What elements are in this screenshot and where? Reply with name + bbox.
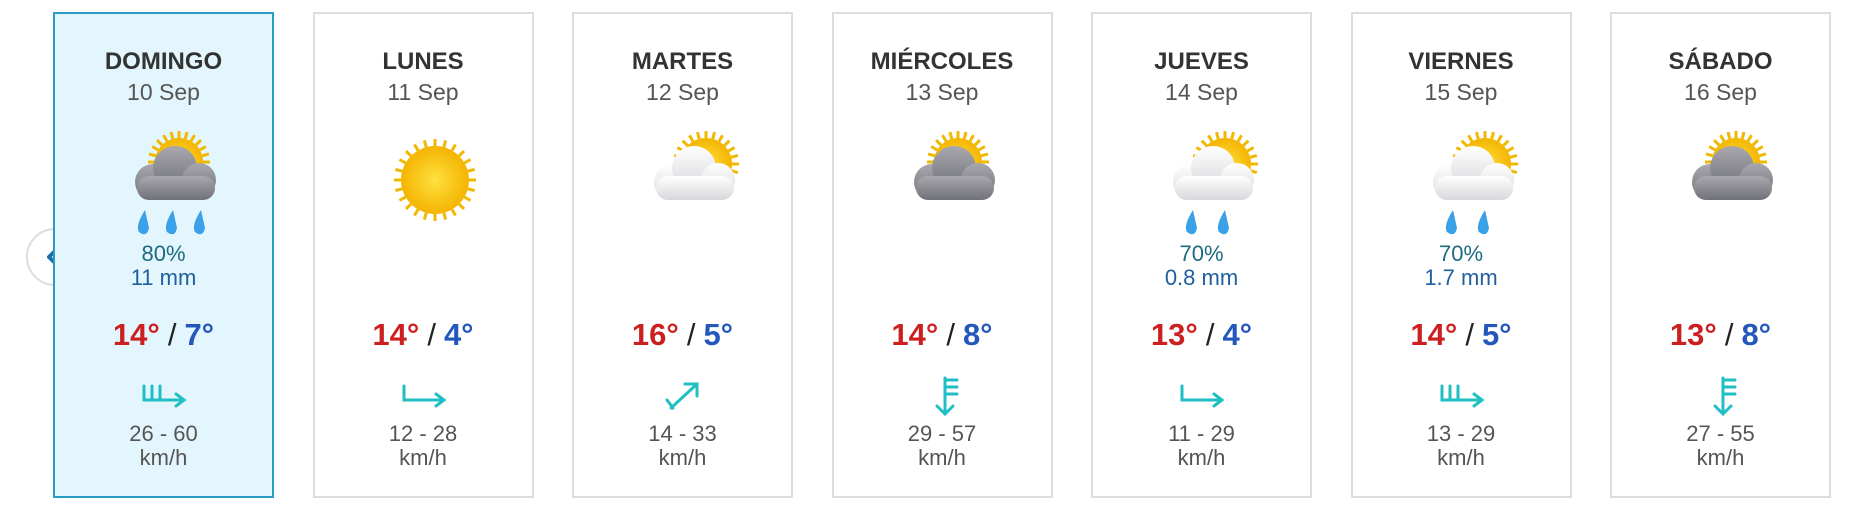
day-date: 16 Sep <box>1684 79 1757 105</box>
weather-icon <box>913 131 995 200</box>
wind-unit: km/h <box>658 445 707 470</box>
day-name: MIÉRCOLES <box>870 48 1014 75</box>
wind-icon <box>142 384 187 408</box>
day-date: 10 Sep <box>127 79 200 105</box>
wind-unit: km/h <box>1696 445 1745 470</box>
day-card[interactable]: LUNES 11 Sep 14°/4° 12 - 28 km/h <box>312 12 534 498</box>
temp-low: 8° <box>1741 317 1772 352</box>
temp-low: 4° <box>1222 317 1253 352</box>
wind-icon <box>935 376 958 417</box>
day-date: 13 Sep <box>905 79 979 105</box>
temp-low: 7° <box>184 317 215 352</box>
wind-range: 27 - 55 <box>1686 421 1755 446</box>
temperatures: 13°/4° <box>1093 319 1310 350</box>
temperatures: 14°/4° <box>315 319 532 350</box>
weather-icon <box>1432 131 1518 235</box>
temperatures: 16°/5° <box>574 319 791 350</box>
weather-icon <box>135 131 216 235</box>
wind-icon <box>402 384 446 408</box>
temp-low: 5° <box>703 317 734 352</box>
wind-unit: km/h <box>1437 445 1485 470</box>
wind-range: 29 - 57 <box>907 421 977 446</box>
temp-high: 14° <box>891 317 939 352</box>
day-card[interactable]: VIERNES 15 Sep 70% 1.7 mm 14°/5° 13 - 29 km/h <box>1350 12 1572 498</box>
day-name: VIERNES <box>1408 48 1514 75</box>
day-date: 12 Sep <box>646 79 719 105</box>
precip-probability: 70% <box>1438 241 1484 266</box>
precip-probability: 70% <box>1179 241 1224 266</box>
wind-icon <box>1180 384 1225 408</box>
temp-high: 13° <box>1150 317 1198 352</box>
precip-amount: 0.8 mm <box>1164 265 1239 290</box>
temperatures: 14°/7° <box>55 319 272 350</box>
day-date: 15 Sep <box>1424 79 1498 105</box>
temp-separator: / <box>167 317 177 352</box>
wind-icon <box>1440 384 1484 408</box>
day-name: DOMINGO <box>104 48 223 75</box>
wind-unit: km/h <box>399 445 447 470</box>
day-card[interactable]: MARTES 12 Sep 16°/5° 14 - 33 km/h <box>572 12 793 498</box>
temp-high: 14° <box>1410 317 1458 352</box>
temperatures: 13°/8° <box>1612 319 1829 350</box>
wind-unit: km/h <box>1177 445 1226 470</box>
wind-range: 13 - 29 <box>1426 421 1496 446</box>
day-card[interactable]: JUEVES 14 Sep 70% 0.8 mm 13°/4° 11 - 29 km/h <box>1091 12 1312 498</box>
temp-separator: / <box>686 317 696 352</box>
wind-unit: km/h <box>918 445 966 470</box>
day-name: LUNES <box>382 48 464 75</box>
temperatures: 14°/5° <box>1353 319 1570 350</box>
wind-range: 12 - 28 <box>388 421 458 446</box>
temp-separator: / <box>946 317 955 352</box>
temp-low: 8° <box>962 317 993 352</box>
day-card[interactable]: DOMINGO 10 Sep 80% 11 mm 14°/7° 26 - 60 km/h <box>53 12 274 498</box>
temp-low: 5° <box>1481 317 1512 352</box>
day-card[interactable]: SÁBADO 16 Sep 13°/8° 27 - 55 km/h <box>1610 12 1831 498</box>
weather-icon <box>654 131 739 200</box>
temp-high: 14° <box>372 317 420 352</box>
wind-range: 26 - 60 <box>129 421 198 446</box>
weather-icon <box>1173 131 1258 235</box>
day-card[interactable]: MIÉRCOLES 13 Sep 14°/8° 29 - 57 km/h <box>831 12 1053 498</box>
temp-separator: / <box>1724 317 1734 352</box>
wind-icon <box>1713 376 1737 417</box>
temp-separator: / <box>427 317 436 352</box>
wind-icon <box>665 382 699 410</box>
temp-separator: / <box>1205 317 1215 352</box>
temp-high: 16° <box>631 317 679 352</box>
weather-icon <box>1692 131 1773 200</box>
temp-separator: / <box>1465 317 1474 352</box>
temp-low: 4° <box>443 317 474 352</box>
wind-range: 14 - 33 <box>648 421 717 446</box>
day-name: SÁBADO <box>1668 48 1773 75</box>
precip-probability: 80% <box>141 241 186 266</box>
weather-icon <box>393 139 476 221</box>
temp-high: 14° <box>112 317 160 352</box>
day-name: JUEVES <box>1154 48 1249 75</box>
day-date: 11 Sep <box>387 79 459 105</box>
temp-high: 13° <box>1669 317 1717 352</box>
precip-amount: 11 mm <box>130 265 197 290</box>
precip-amount: 1.7 mm <box>1424 265 1498 290</box>
day-date: 14 Sep <box>1165 79 1238 105</box>
wind-range: 11 - 29 <box>1168 421 1235 446</box>
day-name: MARTES <box>631 48 734 75</box>
temperatures: 14°/8° <box>834 319 1051 350</box>
wind-unit: km/h <box>139 445 188 470</box>
